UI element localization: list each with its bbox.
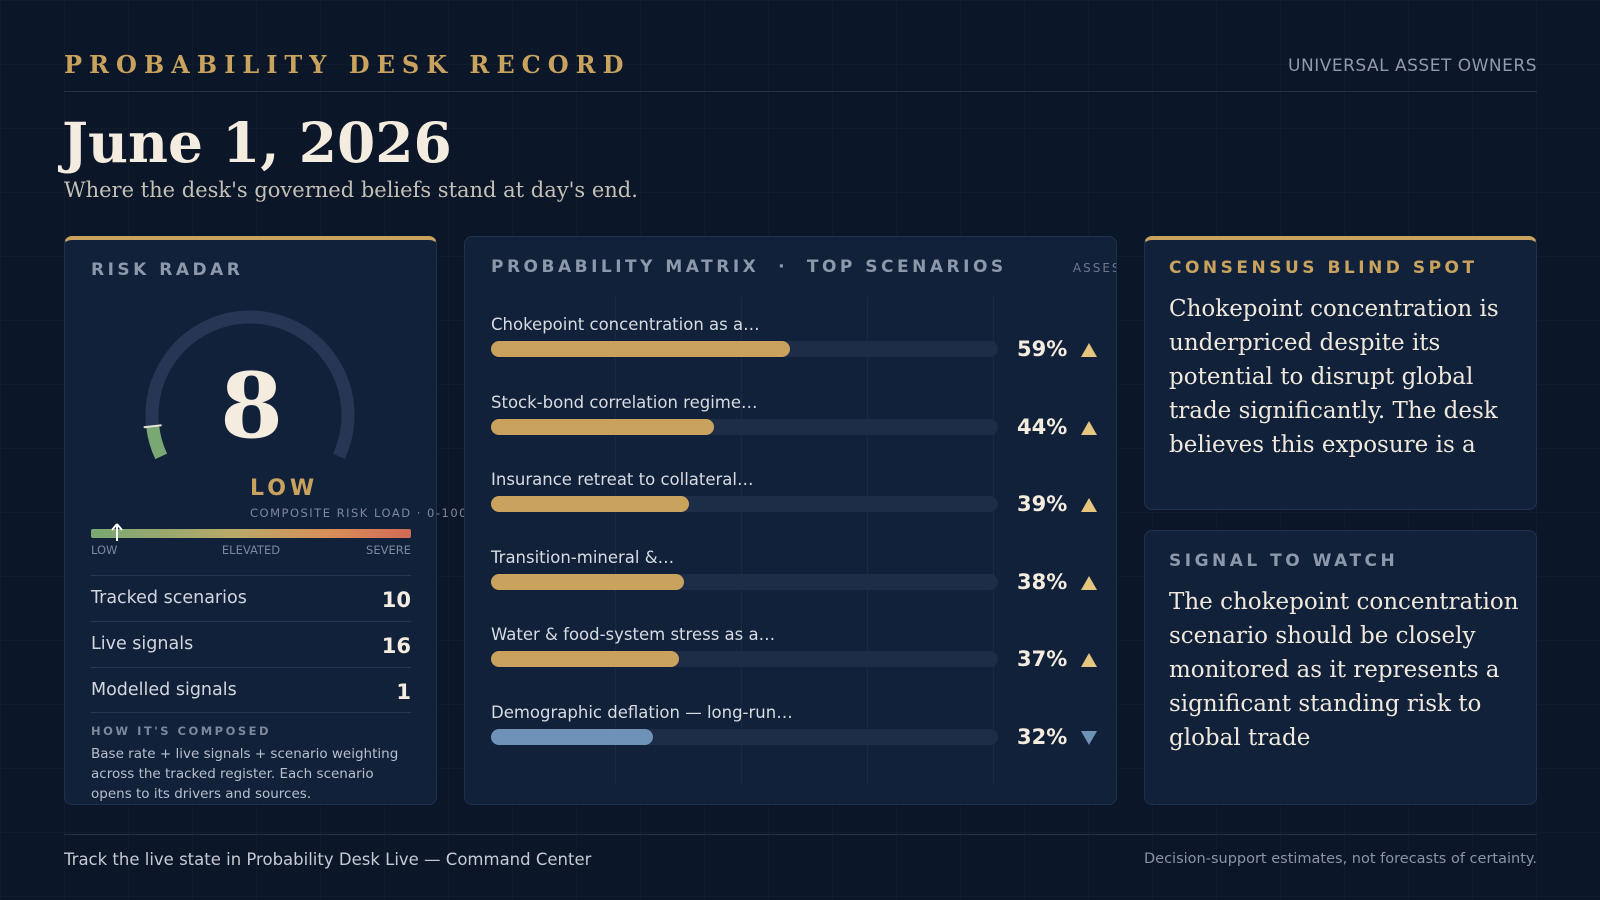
stat-label: Tracked scenarios xyxy=(91,588,247,608)
scenario-label: Demographic deflation — long-run… xyxy=(491,702,793,722)
report-kicker: PROBABILITY DESK RECORD xyxy=(64,50,631,79)
stat-row-modelled-signals: Modelled signals 1 xyxy=(91,667,411,713)
scenario-bar-fill xyxy=(491,573,684,590)
scenario-bar-track xyxy=(491,728,998,745)
page-subtitle: Where the desk's governed beliefs stand … xyxy=(64,178,638,202)
risk-level-sublabel: COMPOSITE RISK LOAD · 0-100 xyxy=(250,506,468,520)
footer-live-link[interactable]: Track the live state in Probability Desk… xyxy=(64,850,592,869)
scenario-bar-track xyxy=(491,651,998,667)
organization-name: UNIVERSAL ASSET OWNERS xyxy=(1288,56,1537,76)
matrix-corner-label: ASSESSED xyxy=(1072,261,1116,275)
stat-label: Modelled signals xyxy=(91,680,237,700)
scenario-row[interactable]: Water & food-system stress as a… 37% xyxy=(491,625,1101,695)
signal-to-watch-card[interactable]: SIGNAL TO WATCH The chokepoint concentra… xyxy=(1144,530,1537,805)
consensus-blind-spot-card[interactable]: CONSENSUS BLIND SPOT Chokepoint concentr… xyxy=(1144,236,1537,510)
page-header: PROBABILITY DESK RECORD UNIVERSAL ASSET … xyxy=(64,48,1537,92)
scenario-probability: 44% xyxy=(1017,414,1068,439)
stat-row-tracked-scenarios: Tracked scenarios 10 xyxy=(91,575,411,621)
scenario-row[interactable]: Chokepoint concentration as a… 59% xyxy=(491,315,1101,385)
scenario-probability: 39% xyxy=(1017,492,1068,516)
matrix-title: PROBABILITY MATRIX · TOP SCENARIOS xyxy=(491,257,1007,277)
grid-line xyxy=(867,297,868,784)
risk-scale-bar xyxy=(91,529,411,538)
scenario-probability: 37% xyxy=(1017,647,1068,671)
grid-line xyxy=(993,297,994,784)
page-footer: Track the live state in Probability Desk… xyxy=(64,834,1537,874)
how-composed-title: HOW IT'S COMPOSED xyxy=(91,724,272,738)
stat-value: 1 xyxy=(396,680,411,704)
signal-title: SIGNAL TO WATCH xyxy=(1169,551,1399,571)
scenario-probability: 59% xyxy=(1017,337,1068,361)
scenario-row[interactable]: Stock-bond correlation regime… 44% xyxy=(491,393,1101,463)
risk-score: 8 xyxy=(220,353,283,459)
scenario-label: Chokepoint concentration as a… xyxy=(491,315,760,334)
stat-value: 16 xyxy=(381,634,411,658)
how-composed-text: Base rate + live signals + scenario weig… xyxy=(91,746,399,802)
blind-spot-title: CONSENSUS BLIND SPOT xyxy=(1169,258,1478,278)
trend-up-icon xyxy=(1081,575,1097,590)
scenario-label: Transition-mineral &… xyxy=(491,547,675,567)
scenario-bar-fill xyxy=(491,418,715,435)
trend-up-icon xyxy=(1081,420,1097,435)
scenario-label: Insurance retreat to collateral… xyxy=(491,470,754,489)
scenario-row[interactable]: Insurance retreat to collateral… 39% xyxy=(491,470,1101,540)
trend-up-icon xyxy=(1081,343,1097,357)
scenario-row[interactable]: Transition-mineral &… 38% xyxy=(491,548,1101,618)
scale-marker-arrow-icon xyxy=(110,523,123,541)
scenario-bar-fill xyxy=(491,496,689,512)
scale-label-severe: SEVERE xyxy=(366,543,411,557)
signal-text: The chokepoint concentration scenario sh… xyxy=(1169,589,1519,751)
risk-radar-card[interactable]: RISK RADAR 8 LOW COMPOSITE RISK LOAD · 0… xyxy=(64,236,466,805)
risk-radar-title: RISK RADAR xyxy=(91,260,244,280)
blind-spot-text: Chokepoint concentration is underpriced … xyxy=(1169,296,1499,458)
grid-line xyxy=(741,297,742,784)
stat-value: 10 xyxy=(381,588,411,612)
scenario-bar-fill xyxy=(491,341,791,357)
gauge-track xyxy=(145,310,355,460)
scenario-bar-fill xyxy=(491,651,679,667)
trend-down-icon xyxy=(1081,730,1097,745)
scenario-label: Water & food-system stress as a… xyxy=(491,625,776,644)
risk-level: LOW xyxy=(250,476,319,501)
stat-label: Live signals xyxy=(91,634,194,654)
scenario-bar-track xyxy=(491,496,998,512)
risk-gauge xyxy=(143,310,355,460)
stat-row-live-signals: Live signals 16 xyxy=(91,621,411,667)
scenario-probability: 32% xyxy=(1017,724,1068,749)
footer-disclaimer: Decision-support estimates, not forecast… xyxy=(1143,851,1537,867)
scale-label-elevated: ELEVATED xyxy=(221,543,281,557)
scenario-row[interactable]: Demographic deflation — long-run… 32% xyxy=(491,703,1101,773)
probability-matrix-card: PROBABILITY MATRIX · TOP SCENARIOS ASSES… xyxy=(464,236,1117,805)
scenario-bar-track xyxy=(491,341,998,357)
page-title-date: June 1, 2026 xyxy=(62,110,452,175)
trend-up-icon xyxy=(1081,653,1097,667)
scenario-bar-fill xyxy=(491,728,654,745)
scenario-probability: 38% xyxy=(1017,569,1068,594)
scenario-label: Stock-bond correlation regime… xyxy=(491,392,758,412)
gauge-needle xyxy=(143,424,162,429)
scenario-bar-track xyxy=(491,418,998,435)
scale-label-low: LOW xyxy=(91,543,118,557)
trend-up-icon xyxy=(1081,498,1097,512)
grid-line xyxy=(615,297,616,784)
scenario-bar-track xyxy=(491,573,998,590)
